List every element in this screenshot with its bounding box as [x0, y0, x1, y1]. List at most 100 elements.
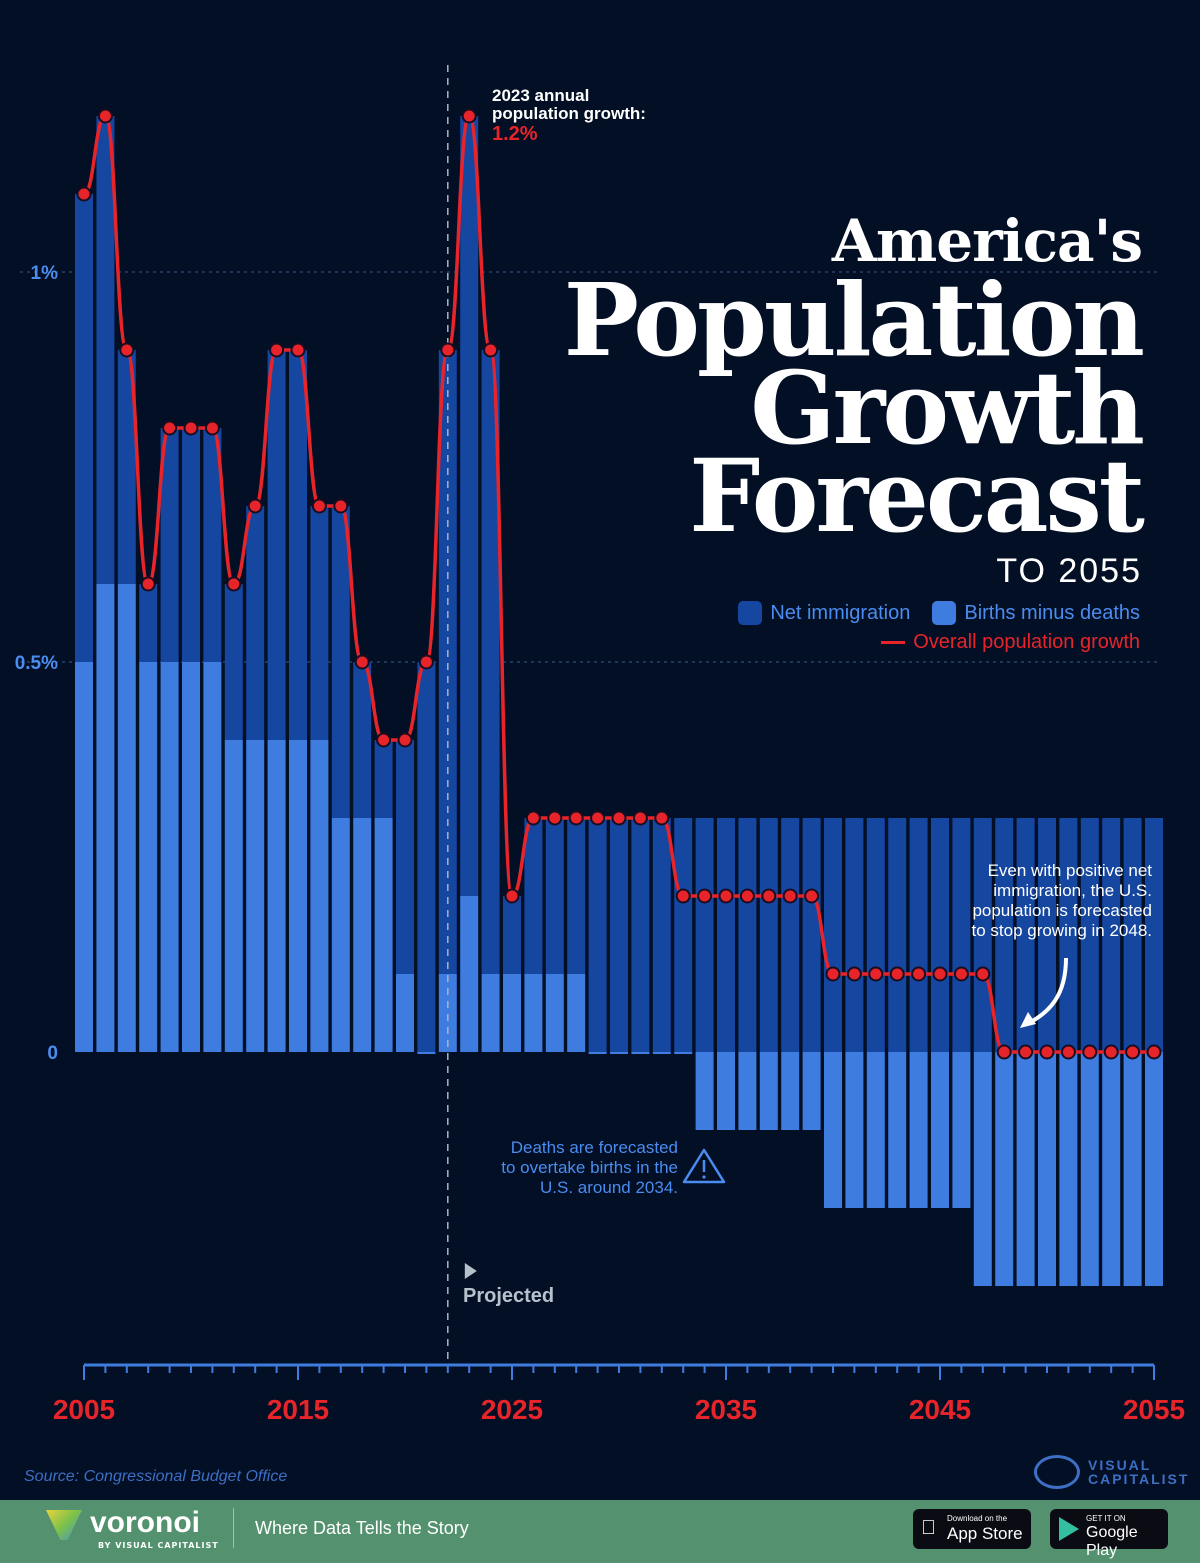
bar-births-minus-deaths [117, 584, 136, 1052]
bar-births-minus-deaths [545, 974, 564, 1052]
y-tick-label: 1% [31, 263, 59, 284]
bar-net-immigration [888, 818, 907, 1052]
overall-growth-point [611, 810, 627, 826]
bar-net-immigration [353, 662, 372, 818]
bar-net-immigration [652, 818, 671, 1052]
overall-growth-point [76, 186, 92, 202]
bar-births-minus-deaths [567, 974, 586, 1052]
overall-growth-point [97, 108, 113, 124]
title-line-2: Population [563, 261, 1145, 379]
bar-net-immigration [567, 818, 586, 974]
bar-net-immigration [588, 818, 607, 1052]
bar-births-minus-deaths [1145, 1052, 1163, 1286]
bar-births-minus-deaths [824, 1052, 842, 1208]
bar-births-minus-deaths [310, 740, 329, 1052]
overall-growth-point [162, 420, 178, 436]
bar-births-minus-deaths [952, 1052, 971, 1208]
bar-net-immigration [738, 818, 757, 1052]
bar-births-minus-deaths [845, 1052, 864, 1208]
bar-net-immigration [631, 818, 650, 1052]
overall-growth-point [568, 810, 584, 826]
x-tick-label: 2055 [1123, 1394, 1185, 1425]
projected-label: Projected [463, 1285, 555, 1307]
legend-bars: Net immigration Births minus deaths [738, 601, 1140, 625]
google-play-button[interactable]: GET IT ON Google Play [1050, 1509, 1168, 1559]
bar-births-minus-deaths [182, 662, 200, 1052]
overall-growth-point [183, 420, 199, 436]
bar-net-immigration [96, 116, 115, 584]
overall-growth-point [868, 966, 884, 982]
y-tick-label: 0.5% [15, 653, 58, 674]
peak-annotation-line: population growth: [492, 104, 646, 123]
bar-net-immigration [995, 818, 1014, 1052]
bar-births-minus-deaths [931, 1052, 949, 1208]
overall-growth-point [697, 888, 713, 904]
overall-growth-point [590, 810, 606, 826]
bar-births-minus-deaths [1102, 1052, 1121, 1286]
overall-growth-point [504, 888, 520, 904]
bar-births-minus-deaths [331, 818, 350, 1052]
overall-growth-point [333, 498, 349, 514]
bar-births-minus-deaths [652, 1052, 671, 1054]
legend-label-births: Births minus deaths [964, 601, 1140, 624]
bar-births-minus-deaths [610, 1052, 628, 1054]
overall-growth-point [1103, 1044, 1119, 1060]
x-tick-label: 2015 [267, 1394, 329, 1425]
warning-icon-dot [702, 1175, 706, 1179]
apple-icon:  [921, 1517, 936, 1540]
bar-births-minus-deaths [353, 818, 372, 1052]
bar-births-minus-deaths [759, 1052, 778, 1130]
overall-growth-point [1039, 1044, 1055, 1060]
vc-logo-icon [1034, 1455, 1080, 1489]
overall-growth-point [525, 810, 541, 826]
google-play-small: GET IT ON [1086, 1514, 1126, 1523]
overall-growth-point [1146, 1044, 1162, 1060]
bar-births-minus-deaths [224, 740, 243, 1052]
legend-line: Overall population growth [881, 631, 1140, 654]
overall-growth-point [675, 888, 691, 904]
bar-net-immigration [289, 350, 307, 740]
overall-growth-point [226, 576, 242, 592]
bar-births-minus-deaths [203, 662, 222, 1052]
footer-bar: voronoi BY VISUAL CAPITALIST Where Data … [0, 1500, 1200, 1563]
bar-net-immigration [1059, 818, 1078, 1052]
legend-swatch-overall [881, 641, 906, 644]
bar-net-immigration [1123, 818, 1142, 1052]
bar-births-minus-deaths [1080, 1052, 1099, 1286]
voronoi-logo: voronoi [90, 1506, 200, 1539]
bar-births-minus-deaths [973, 1052, 992, 1286]
bar-net-immigration [139, 584, 158, 662]
overall-growth-point [547, 810, 563, 826]
bar-births-minus-deaths [1123, 1052, 1142, 1286]
overall-growth-point [269, 342, 285, 358]
bar-net-immigration [1080, 818, 1099, 1052]
annotation-line: to overtake births in the [501, 1158, 678, 1177]
bar-births-minus-deaths [802, 1052, 821, 1130]
bar-births-minus-deaths [246, 740, 265, 1052]
bar-net-immigration [973, 818, 992, 1052]
overall-growth-point [397, 732, 413, 748]
bar-net-immigration [267, 350, 286, 740]
bar-net-immigration [331, 506, 350, 818]
bar-net-immigration [246, 506, 265, 740]
bar-net-immigration [610, 818, 628, 1052]
bar-net-immigration [781, 818, 800, 1052]
bar-births-minus-deaths [289, 740, 307, 1052]
bar-net-immigration [460, 116, 479, 896]
vc-logo: VISUAL CAPITALIST [1088, 1457, 1190, 1487]
overall-growth-point [354, 654, 370, 670]
legend-label-immigration: Net immigration [770, 601, 911, 624]
bar-births-minus-deaths [631, 1052, 650, 1054]
overall-growth-point [975, 966, 991, 982]
bar-net-immigration [674, 818, 693, 1052]
app-store-button[interactable]:  Download on the App Store [913, 1509, 1031, 1549]
bar-net-immigration [374, 740, 393, 818]
bar-net-immigration [866, 818, 885, 1052]
overall-growth-point [996, 1044, 1012, 1060]
overall-growth-point [461, 108, 477, 124]
bar-net-immigration [824, 818, 842, 1052]
overall-growth-point [311, 498, 327, 514]
bar-births-minus-deaths [909, 1052, 928, 1208]
overall-growth-point [846, 966, 862, 982]
bar-net-immigration [717, 818, 735, 1052]
